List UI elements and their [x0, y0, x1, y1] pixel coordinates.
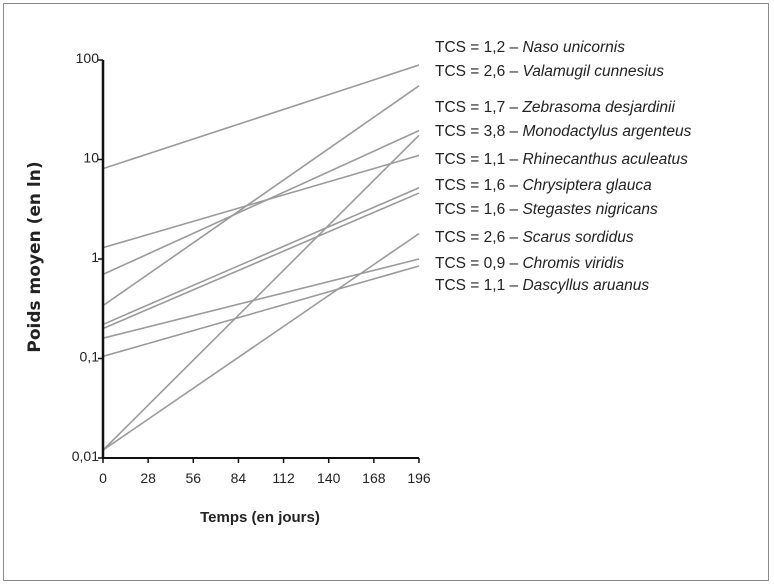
legend-entry: TCS = 2,6 – Scarus sordidus: [435, 229, 634, 246]
series-line: [102, 64, 420, 170]
legend-species-name: Scarus sordidus: [522, 229, 633, 246]
x-tick-label: 140: [317, 470, 341, 486]
legend-tcs-label: TCS = 3,8 –: [435, 123, 522, 140]
legend-species-name: Valamugil cunnesius: [522, 63, 664, 80]
legend-entry: TCS = 1,2 – Naso unicornis: [435, 39, 625, 56]
legend-species-name: Monodactylus argenteus: [522, 123, 691, 140]
legend-species-name: Stegastes nigricans: [522, 201, 658, 218]
x-tick-label: 168: [362, 470, 386, 486]
series-line: [102, 85, 420, 307]
legend-tcs-label: TCS = 2,6 –: [435, 63, 522, 80]
legend-species-name: Zebrasoma desjardinii: [521, 99, 675, 116]
legend-tcs-label: TCS = 1,7 –: [435, 99, 522, 116]
y-tick-label: 0,1: [80, 349, 100, 365]
x-axis-title: Temps (en jours): [200, 509, 320, 526]
series-line: [102, 265, 420, 358]
x-tick-label: 84: [231, 470, 247, 486]
legend-entry: TCS = 0,9 – Chromis viridis: [435, 255, 624, 272]
legend-species-name: Dascyllus aruanus: [522, 277, 649, 294]
legend-tcs-label: TCS = 0,9 –: [435, 255, 522, 272]
legend-tcs-label: TCS = 1,6 –: [435, 177, 522, 194]
series-line: [102, 258, 420, 339]
legend-tcs-label: TCS = 1,1 –: [435, 277, 522, 294]
legend-entry: TCS = 1,6 – Chrysiptera glauca: [435, 177, 652, 194]
axes: [98, 59, 420, 463]
y-tick-label: 1: [91, 249, 99, 265]
series-line: [102, 232, 420, 451]
y-tick-label: 0,01: [72, 448, 99, 464]
y-axis-title: Poids moyen (en ln): [25, 161, 45, 352]
series-line: [102, 192, 420, 330]
legend-entry: TCS = 2,6 – Valamugil cunnesius: [435, 63, 664, 80]
y-tick-label: 100: [76, 50, 100, 66]
legend-tcs-label: TCS = 1,1 –: [435, 151, 522, 168]
legend-species-name: Naso unicornis: [522, 39, 625, 56]
x-tick-label: 196: [407, 470, 431, 486]
series-lines: [102, 64, 420, 451]
series-line: [102, 187, 420, 326]
series-line: [102, 129, 420, 276]
series-line: [102, 154, 420, 249]
x-tick-label: 28: [140, 470, 156, 486]
legend-species-name: Chromis viridis: [522, 255, 624, 272]
legend-tcs-label: TCS = 2,6 –: [435, 229, 522, 246]
legend-tcs-label: TCS = 1,2 –: [435, 39, 522, 56]
legend-tcs-label: TCS = 1,6 –: [435, 201, 522, 218]
legend-entry: TCS = 3,8 – Monodactylus argenteus: [435, 123, 692, 140]
legend-entry: TCS = 1,1 – Dascyllus aruanus: [435, 277, 649, 294]
x-tick-label: 112: [272, 470, 295, 486]
legend-species-name: Rhinecanthus aculeatus: [522, 151, 688, 168]
figure-frame: [3, 3, 769, 581]
x-tick-label: 56: [185, 470, 201, 486]
legend-entry: TCS = 1,7 – Zebrasoma desjardinii: [435, 99, 675, 116]
legend-species-name: Chrysiptera glauca: [522, 177, 652, 194]
legend-entry: TCS = 1,1 – Rhinecanthus aculeatus: [435, 151, 688, 168]
series-line: [102, 134, 420, 451]
x-tick-label: 0: [99, 470, 107, 486]
legend-entry: TCS = 1,6 – Stegastes nigricans: [435, 201, 658, 218]
y-tick-label: 10: [83, 150, 99, 166]
tick-labels: 0,01 0,1 1 10 100 0 28 56 84 112 140 168 196: [72, 50, 431, 486]
